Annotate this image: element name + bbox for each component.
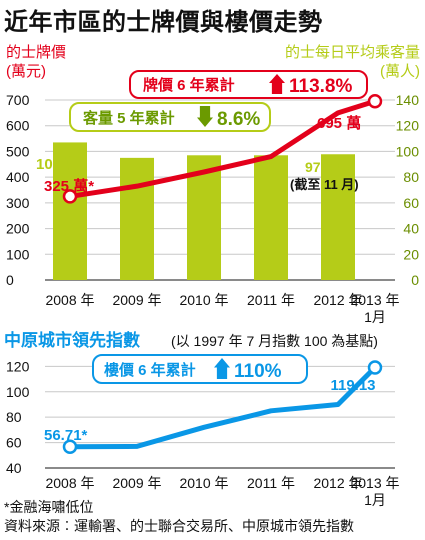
price-callout-text: 牌價 6 年累計 <box>143 76 235 94</box>
index-x-tick-sublabel: 1月 <box>364 492 386 508</box>
index-chart-title: 中原城市領先指數 <box>4 330 140 350</box>
down-arrow-icon <box>197 106 213 127</box>
index-tick-label: 60 <box>6 435 22 451</box>
bar-last-note: (截至 11 月) <box>290 177 359 192</box>
left-tick-label: 600 <box>6 118 30 134</box>
right-tick-label: 60 <box>403 195 419 211</box>
index-x-tick-label: 2010 年 <box>179 475 228 491</box>
left-tick-label: 700 <box>6 92 30 108</box>
bar <box>254 155 288 280</box>
x-tick-label: 2011 年 <box>247 292 295 308</box>
index-callout-text: 樓價 6 年累計 <box>104 361 196 379</box>
asterisk-footnote: *金融海嘯低位 <box>4 499 94 515</box>
index-x-tick-label: 2011 年 <box>247 475 295 491</box>
x-tick-label: 2010 年 <box>179 292 228 308</box>
source-footnote: 資料來源︰運輸署、的士聯合交易所、中原城市領先指數 <box>4 518 354 534</box>
index-x-tick-label: 2012 年 <box>313 475 362 491</box>
x-tick-sublabel: 1月 <box>364 309 386 325</box>
bar-first-label: 107 萬 <box>36 155 80 173</box>
right-tick-label: 20 <box>403 246 419 262</box>
index-tick-label: 40 <box>6 460 22 476</box>
index-line <box>67 364 378 450</box>
index-point-first <box>62 439 78 455</box>
price-line <box>67 98 378 199</box>
left-tick-label: 300 <box>6 195 30 211</box>
right-tick-label: 80 <box>403 169 419 185</box>
index-tick-label: 100 <box>6 384 30 400</box>
right-tick-label: 0 <box>411 272 419 288</box>
price-first-label: 325 萬* <box>44 177 94 195</box>
volume-callout-value: 8.6% <box>217 109 260 130</box>
left-axis-label: 的士牌價 <box>6 44 66 61</box>
left-axis-unit: (萬元) <box>6 63 46 80</box>
right-tick-label: 40 <box>403 221 419 237</box>
right-tick-label: 120 <box>396 118 420 134</box>
x-tick-label: 2012 年 <box>313 292 362 308</box>
left-tick-label: 400 <box>6 169 30 185</box>
chart-title: 近年市區的士牌價與樓價走勢 <box>4 9 323 36</box>
volume-callout-text: 客量 5 年累計 <box>82 109 175 127</box>
index-last-label: 119.13 <box>330 377 375 394</box>
volume-callout-box <box>69 102 271 132</box>
x-tick-label: 2013 年 <box>350 292 399 308</box>
up-arrow-icon <box>214 358 230 379</box>
bar <box>53 142 87 280</box>
left-tick-label: 200 <box>6 221 30 237</box>
left-tick-label: 0 <box>6 272 14 288</box>
price-callout-box <box>129 70 368 99</box>
left-tick-label: 500 <box>6 143 30 159</box>
x-tick-label: 2008 年 <box>45 292 94 308</box>
right-tick-label: 100 <box>396 143 420 159</box>
index-point-last <box>367 360 383 375</box>
index-x-tick-label: 2008 年 <box>45 475 94 491</box>
right-tick-label: 140 <box>396 92 420 108</box>
index-tick-label: 80 <box>6 409 22 425</box>
index-x-tick-label: 2013 年 <box>350 475 399 491</box>
index-tick-label: 120 <box>6 358 30 374</box>
index-chart-subtitle: (以 1997 年 7 月指數 100 為基點) <box>171 333 378 349</box>
right-axis-label: 的士每日平均乘客量 <box>285 44 420 61</box>
price-point-last <box>367 94 383 109</box>
up-arrow-icon <box>269 74 285 94</box>
index-callout-box <box>92 354 308 384</box>
bar <box>321 154 355 280</box>
left-tick-label: 100 <box>6 246 30 262</box>
price-last-label: 695 萬 <box>317 114 361 132</box>
bar <box>120 157 154 280</box>
price-point-first <box>62 189 78 204</box>
bar-last-label: 97.8 萬 <box>305 159 350 175</box>
index-x-tick-label: 2009 年 <box>112 475 161 491</box>
index-first-label: 56.71* <box>44 427 88 444</box>
price-callout-value: 113.8% <box>289 76 352 97</box>
index-callout-value: 110% <box>234 361 282 382</box>
right-axis-unit: (萬人) <box>380 63 420 80</box>
x-tick-label: 2009 年 <box>112 292 161 308</box>
